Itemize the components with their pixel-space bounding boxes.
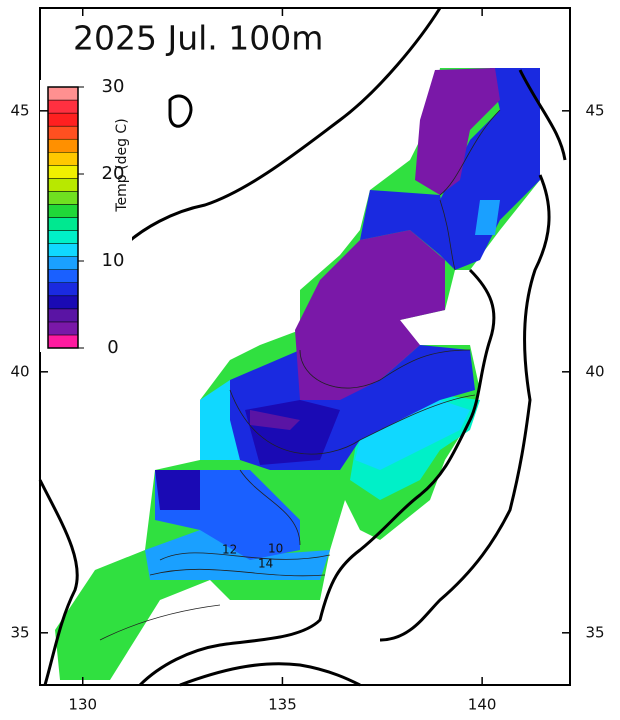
colorbar-tick-label: 10 <box>102 250 125 271</box>
colorbar-tick-label: 30 <box>102 76 125 97</box>
map-title: 2025 Jul. 100m <box>73 19 323 58</box>
colorbar-tick-label: 0 <box>107 337 118 358</box>
colorbar-swatch <box>47 152 79 166</box>
contours <box>99 109 501 641</box>
colorbar-swatch <box>47 230 79 244</box>
colorbar-swatch <box>47 99 79 114</box>
colorbar-swatch <box>47 282 79 297</box>
contour-label: 10 <box>268 542 283 556</box>
colorbar-swatch <box>47 165 79 179</box>
colorbar-swatch <box>47 178 79 192</box>
x-tick-label: 130 <box>68 696 97 714</box>
contour-label: 14 <box>258 557 273 571</box>
colorbar-swatch <box>47 191 79 205</box>
colorbar-swatch <box>47 86 79 101</box>
y-tick-label: 40 <box>585 362 604 380</box>
colorbar-swatch <box>47 243 79 257</box>
colorbar-swatch <box>47 295 79 310</box>
x-tick-label: 140 <box>468 696 497 714</box>
y-tick-label: 45 <box>10 101 29 119</box>
colorbar-swatch <box>47 256 79 270</box>
colorbar-swatch <box>47 217 79 231</box>
colorbar-swatch <box>47 204 79 218</box>
y-tick-label: 45 <box>585 101 604 119</box>
y-tick-label: 35 <box>585 623 604 641</box>
colorbar-frame <box>47 86 79 349</box>
x-tick-label: 135 <box>268 696 297 714</box>
colorbar-swatch <box>47 308 79 323</box>
colorbar-swatch <box>47 125 79 140</box>
colorbar-tick-label: 20 <box>102 163 125 184</box>
contour-label: 12 <box>222 543 237 557</box>
y-tick-label: 40 <box>10 362 29 380</box>
y-tick-label: 35 <box>10 623 29 641</box>
colorbar-swatch <box>47 321 79 336</box>
colorbar-swatch <box>47 138 79 153</box>
data-field <box>55 68 540 680</box>
colorbar-swatch <box>47 112 79 127</box>
colorbar-swatch <box>47 334 79 349</box>
colorbar-swatch <box>47 269 79 284</box>
colorbar-label: Temp (deg C) <box>114 118 130 212</box>
